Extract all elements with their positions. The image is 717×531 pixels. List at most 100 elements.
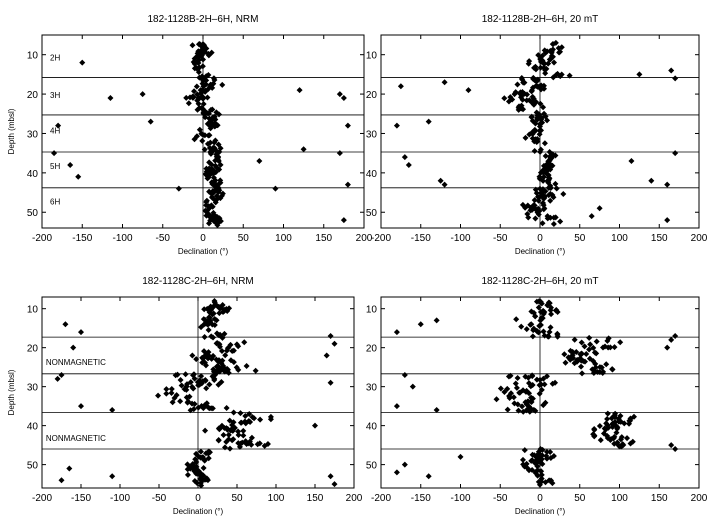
data-point (526, 403, 533, 410)
data-point (201, 334, 208, 341)
data-point (191, 401, 198, 408)
data-point (75, 173, 82, 180)
data-point (664, 181, 671, 188)
data-point (628, 158, 635, 165)
data-point (195, 100, 202, 107)
data-point (79, 59, 86, 66)
data-point (437, 177, 444, 184)
data-point (78, 403, 84, 410)
data-point (611, 344, 618, 351)
annotation-label: NONMAGNETIC (46, 434, 106, 443)
data-point (542, 399, 549, 406)
data-point (543, 455, 550, 462)
data-point (206, 381, 213, 388)
x-tick-label: -50 (152, 493, 167, 504)
x-tick-label: 0 (537, 493, 543, 504)
data-point (550, 221, 557, 228)
data-point (648, 177, 655, 184)
data-point (216, 368, 223, 375)
data-point (163, 386, 170, 393)
data-point (596, 364, 603, 371)
data-point (195, 69, 202, 76)
data-point (217, 218, 224, 225)
data-point (206, 405, 213, 412)
data-point (190, 59, 197, 66)
data-point (550, 214, 557, 221)
x-tick-label: 100 (611, 233, 628, 244)
data-point (552, 152, 559, 159)
data-point (393, 469, 400, 476)
data-point (528, 321, 535, 328)
x-tick-label: 50 (574, 233, 586, 244)
x-tick-label: -150 (71, 493, 91, 504)
x-tick-label: -50 (493, 493, 508, 504)
data-point (204, 120, 211, 127)
data-point (531, 64, 538, 71)
data-point (257, 416, 264, 423)
data-point (235, 431, 242, 438)
x-tick-label: -100 (110, 493, 130, 504)
data-point (530, 327, 537, 334)
data-point (529, 117, 536, 124)
data-point (251, 415, 258, 422)
x-tick-label: -100 (450, 233, 470, 244)
data-point (528, 308, 535, 315)
data-point (196, 381, 203, 388)
data-point (197, 476, 204, 483)
data-point (209, 188, 216, 195)
data-point (560, 190, 567, 197)
data-point (200, 48, 207, 55)
data-point (168, 389, 175, 396)
data-point (195, 41, 202, 48)
annotation-label: 5H (50, 162, 60, 171)
data-point (194, 91, 201, 98)
data-point (599, 344, 606, 351)
chart-title: 182-1128B-2H–6H, 20 mT (482, 14, 599, 25)
data-point (172, 372, 179, 379)
data-point (198, 454, 205, 461)
data-point (590, 344, 597, 351)
data-point (200, 321, 207, 328)
data-point (312, 422, 318, 429)
data-point (229, 427, 236, 434)
data-point (212, 169, 219, 176)
data-point (243, 440, 250, 447)
data-point (211, 315, 218, 322)
data-point (531, 202, 538, 209)
data-point (516, 389, 523, 396)
data-point (524, 465, 531, 472)
data-point (578, 339, 585, 346)
data-point (548, 311, 555, 318)
data-point (553, 185, 560, 192)
data-point (178, 382, 185, 389)
data-point (433, 407, 440, 414)
data-point (604, 422, 611, 429)
data-point (194, 52, 201, 59)
data-point (183, 94, 190, 101)
data-point (340, 95, 347, 102)
data-point (545, 60, 552, 67)
data-point (230, 409, 237, 416)
x-tick-label: 150 (307, 493, 324, 504)
data-point (199, 95, 206, 102)
data-point (547, 448, 554, 455)
data-point (538, 190, 545, 197)
data-point (543, 448, 550, 455)
data-point (504, 406, 511, 413)
data-point (556, 49, 563, 56)
data-point (611, 440, 618, 447)
data-point (548, 304, 555, 311)
data-point (550, 74, 557, 81)
data-point (248, 441, 255, 448)
data-point (529, 457, 536, 464)
data-point (216, 426, 223, 433)
data-point (202, 114, 209, 121)
x-tick-label: -100 (450, 493, 470, 504)
data-point (213, 164, 220, 171)
data-point (193, 83, 200, 90)
data-point (215, 111, 222, 118)
data-point (177, 376, 184, 383)
y-tick-label: 30 (27, 383, 39, 394)
data-point (221, 368, 228, 375)
data-point (613, 429, 620, 436)
